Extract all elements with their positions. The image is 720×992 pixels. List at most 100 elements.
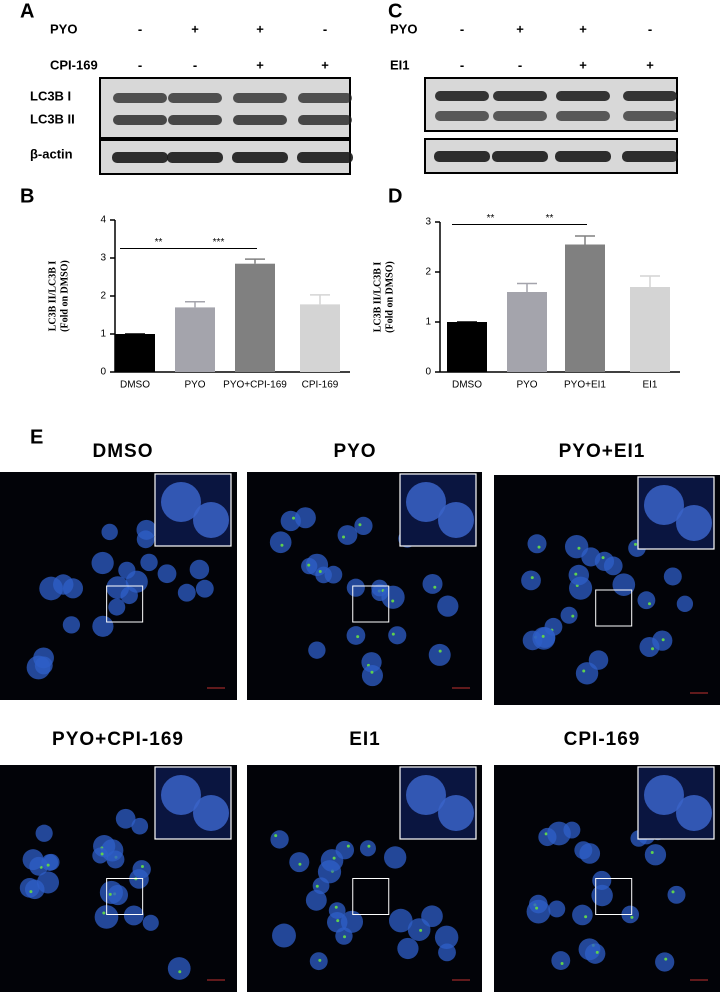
sign: - xyxy=(323,21,327,36)
image-title: PYO+CPI-169 xyxy=(52,729,184,750)
cell xyxy=(326,911,348,933)
band xyxy=(112,152,168,163)
bar xyxy=(565,244,605,372)
error-bar xyxy=(640,275,660,287)
cell xyxy=(527,534,547,554)
puncta xyxy=(29,890,33,894)
puncta xyxy=(595,950,599,954)
band xyxy=(555,151,611,162)
puncta xyxy=(274,834,278,838)
cell xyxy=(437,595,459,617)
puncta xyxy=(671,890,675,894)
bar xyxy=(235,263,275,372)
cell xyxy=(564,534,589,559)
puncta xyxy=(647,602,651,606)
puncta xyxy=(342,535,346,539)
selection-box xyxy=(352,878,390,915)
band xyxy=(492,151,548,162)
significance-label: ** xyxy=(546,213,554,224)
band-label: β-actin xyxy=(30,146,73,161)
bar xyxy=(115,334,155,372)
image-title: CPI-169 xyxy=(564,729,641,750)
cell xyxy=(91,551,114,575)
puncta xyxy=(433,585,437,589)
cell xyxy=(637,591,656,610)
cell xyxy=(644,844,667,866)
puncta xyxy=(367,844,371,848)
error-bar xyxy=(185,300,205,308)
band-label: LC3B II xyxy=(30,111,75,126)
cell xyxy=(157,564,177,584)
bar xyxy=(175,307,215,372)
cell xyxy=(125,570,148,593)
row-label: PYO xyxy=(50,21,77,36)
cell xyxy=(123,905,144,926)
cell xyxy=(676,595,694,612)
band xyxy=(493,111,547,121)
puncta xyxy=(358,523,362,527)
significance-label: *** xyxy=(213,237,225,248)
puncta xyxy=(370,670,374,674)
sign: - xyxy=(648,21,652,36)
band xyxy=(113,115,167,125)
y-tick-label: 2 xyxy=(100,291,106,302)
cell xyxy=(526,899,551,924)
puncta xyxy=(560,962,564,966)
selection-box xyxy=(595,589,633,627)
panel-letter: C xyxy=(388,0,402,22)
cell xyxy=(99,880,123,905)
row-label: EI1 xyxy=(390,57,410,72)
y-label-line: LC3B II/LC3B I xyxy=(47,261,58,332)
cell xyxy=(579,843,601,864)
puncta xyxy=(419,928,423,932)
cell xyxy=(62,616,81,634)
y-tick-label: 0 xyxy=(100,367,106,378)
cell xyxy=(603,556,623,576)
inset-cell xyxy=(406,482,446,522)
cell xyxy=(270,830,289,849)
cell xyxy=(195,579,214,598)
x-tick-label: PYO xyxy=(184,380,205,391)
x-tick-label: PYO xyxy=(516,380,537,391)
x-tick-label: DMSO xyxy=(120,380,150,391)
cell xyxy=(34,656,53,675)
x-tick-label: DMSO xyxy=(452,380,482,391)
inset-cell xyxy=(676,795,712,831)
cell xyxy=(92,847,109,864)
significance-label: ** xyxy=(487,213,495,224)
selection-box xyxy=(595,878,633,915)
cell xyxy=(305,889,327,911)
sign: - xyxy=(460,21,464,36)
cell xyxy=(551,951,571,970)
band xyxy=(622,151,678,162)
panel-letter: D xyxy=(388,185,402,207)
cell xyxy=(269,531,292,554)
cell xyxy=(438,943,456,962)
puncta xyxy=(108,892,112,896)
puncta xyxy=(651,647,655,651)
band xyxy=(297,152,353,163)
puncta xyxy=(530,576,534,580)
band xyxy=(434,151,490,162)
inset-cell xyxy=(676,505,712,541)
band xyxy=(556,91,610,101)
puncta xyxy=(100,852,104,856)
puncta xyxy=(535,906,539,910)
puncta xyxy=(307,563,311,567)
inset-cell xyxy=(161,775,201,815)
puncta xyxy=(346,844,350,848)
cell xyxy=(289,852,310,873)
cell xyxy=(388,908,413,933)
puncta xyxy=(544,832,548,836)
cell xyxy=(136,530,155,549)
inset-cell xyxy=(644,775,684,815)
puncta xyxy=(292,516,296,520)
blot-box xyxy=(99,77,351,139)
blot-box xyxy=(424,77,678,132)
band xyxy=(113,93,167,103)
panel-letter: B xyxy=(20,185,34,207)
y-label-line: LC3B II/LC3B I xyxy=(372,262,383,333)
y-label: LC3B II/LC3B I (Fold on DMSO) xyxy=(372,261,395,333)
cell xyxy=(359,840,376,857)
cell xyxy=(94,905,119,929)
